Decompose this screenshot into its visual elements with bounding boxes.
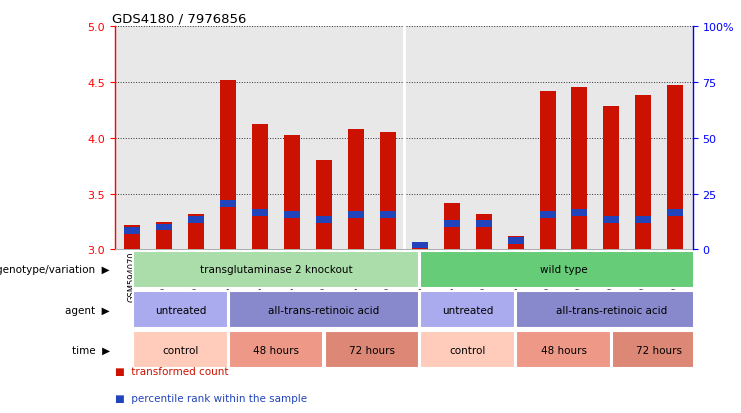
Text: wild type: wild type	[539, 265, 588, 275]
Bar	[220, 201, 236, 207]
Text: all-trans-retinoic acid: all-trans-retinoic acid	[268, 305, 379, 315]
Bar	[444, 221, 459, 228]
Bar	[539, 92, 556, 250]
Text: time  ▶: time ▶	[72, 345, 110, 355]
Bar	[133, 252, 419, 288]
Bar	[508, 237, 524, 244]
Bar	[133, 292, 227, 328]
Bar	[420, 252, 707, 288]
Bar	[380, 212, 396, 218]
Bar	[516, 331, 611, 368]
Text: ■  transformed count: ■ transformed count	[115, 366, 228, 376]
Text: transglutaminase 2 knockout: transglutaminase 2 knockout	[200, 265, 353, 275]
Bar	[325, 331, 419, 368]
Bar	[668, 210, 683, 216]
Bar	[516, 292, 707, 328]
Bar	[156, 222, 173, 250]
Text: GDS4180 / 7976856: GDS4180 / 7976856	[112, 13, 246, 26]
Bar	[603, 107, 619, 250]
Text: genotype/variation  ▶: genotype/variation ▶	[0, 265, 110, 275]
Bar	[612, 331, 707, 368]
Bar	[229, 292, 419, 328]
Text: control: control	[450, 345, 486, 355]
Bar	[444, 203, 459, 250]
Bar	[668, 86, 683, 250]
Bar	[412, 242, 428, 249]
Bar	[508, 237, 524, 250]
Bar	[316, 161, 332, 250]
Bar	[420, 292, 515, 328]
Bar	[284, 136, 300, 250]
Bar	[156, 224, 173, 231]
Bar	[476, 214, 492, 250]
Text: all-trans-retinoic acid: all-trans-retinoic acid	[556, 305, 667, 315]
Text: untreated: untreated	[442, 305, 494, 315]
Bar	[348, 212, 364, 218]
Bar	[348, 129, 364, 250]
Bar	[124, 225, 140, 250]
Bar	[412, 242, 428, 250]
Bar	[571, 210, 588, 216]
Bar	[188, 216, 205, 223]
Bar	[603, 216, 619, 223]
Text: ■  percentile rank within the sample: ■ percentile rank within the sample	[115, 393, 307, 403]
Text: 48 hours: 48 hours	[253, 345, 299, 355]
Bar	[571, 88, 588, 250]
Text: agent  ▶: agent ▶	[65, 305, 110, 315]
Text: 72 hours: 72 hours	[637, 345, 682, 355]
Bar	[316, 216, 332, 223]
Bar	[229, 331, 323, 368]
Bar	[476, 221, 492, 228]
Bar	[284, 212, 300, 218]
Text: control: control	[162, 345, 199, 355]
Bar	[252, 125, 268, 250]
Bar	[635, 96, 651, 250]
Bar	[188, 214, 205, 250]
Bar	[252, 210, 268, 216]
Bar	[220, 81, 236, 250]
Bar	[635, 216, 651, 223]
Bar	[124, 228, 140, 234]
Bar	[539, 212, 556, 218]
Text: untreated: untreated	[155, 305, 206, 315]
Text: 72 hours: 72 hours	[349, 345, 395, 355]
Bar	[380, 133, 396, 250]
Text: 48 hours: 48 hours	[540, 345, 587, 355]
Bar	[133, 331, 227, 368]
Bar	[420, 331, 515, 368]
